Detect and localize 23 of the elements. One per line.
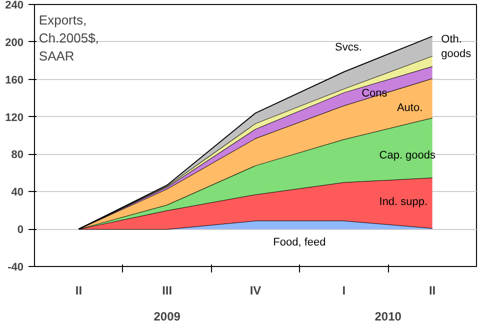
y-tick-label: -40: [8, 262, 24, 274]
y-tick-label: 200: [5, 36, 24, 49]
text: Exports, Ch.2005$, SAAR: [38, 12, 99, 64]
y-tick-label: 40: [11, 186, 24, 199]
series-label: Cap. goods: [379, 150, 436, 162]
series-label: Cons: [362, 88, 388, 100]
x-tick-label: III: [162, 284, 172, 298]
y-tick-label: 240: [5, 0, 24, 12]
text: 2010: [374, 310, 402, 323]
text: 2009: [154, 310, 181, 323]
series-label: Ind. supp.: [379, 196, 428, 208]
y-tick-label: 0: [17, 224, 24, 236]
series-label: Auto.: [396, 102, 423, 114]
y-tick-label: 80: [11, 149, 24, 162]
series-label: Food, feed: [273, 236, 326, 249]
x-tick-label: I: [342, 284, 346, 298]
y-tick-label: 160: [5, 74, 24, 86]
x-tick-label: IV: [250, 284, 262, 298]
series-label: Oth. goods: [441, 33, 472, 60]
series-label: Svcs.: [335, 42, 362, 54]
y-tick-label: 120: [5, 112, 24, 124]
x-tick-label: II: [75, 284, 82, 298]
x-tick-label: II: [428, 284, 436, 298]
